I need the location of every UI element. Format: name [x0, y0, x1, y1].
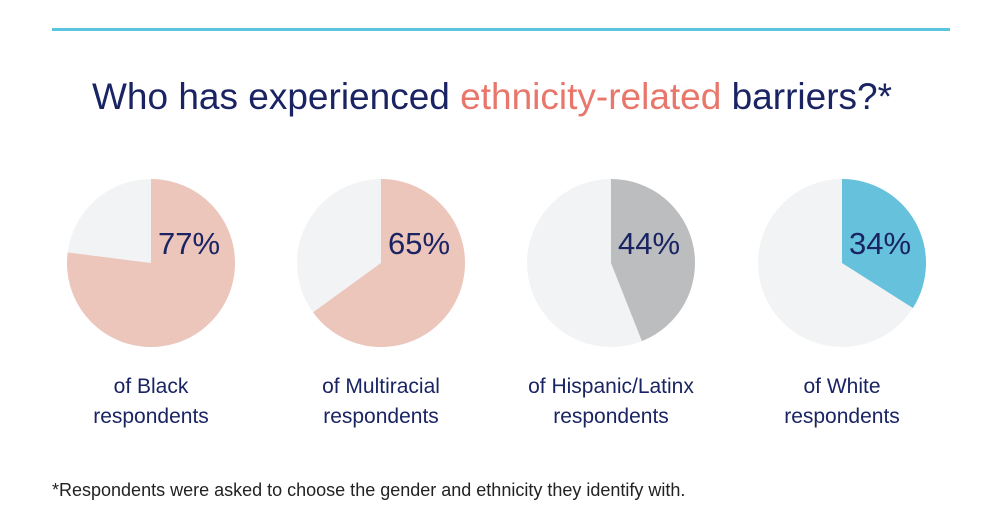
- pie-chart: 34%: [757, 178, 927, 348]
- pie-slice: [611, 179, 695, 342]
- pie-caption: of Multiracial respondents: [266, 372, 496, 432]
- pie-slice: [842, 179, 926, 309]
- title-highlight: ethnicity-related: [460, 76, 722, 117]
- pie-chart: 65%: [296, 178, 466, 348]
- pie-caption: of White respondents: [727, 372, 957, 432]
- top-rule: [52, 28, 950, 31]
- caption-line: of White: [803, 375, 881, 398]
- caption-line: respondents: [784, 405, 900, 428]
- pie-chart: 77%: [66, 178, 236, 348]
- caption-line: respondents: [553, 405, 669, 428]
- pie-data-label: 77%: [158, 226, 221, 261]
- page-title: Who has experienced ethnicity-related ba…: [0, 76, 984, 118]
- pie-slice: [67, 179, 235, 347]
- title-text: Who has experienced: [91, 76, 461, 117]
- pie-slice: [313, 179, 465, 347]
- caption-line: of Black: [113, 375, 189, 398]
- pie-caption: of Hispanic/Latinx respondents: [496, 372, 726, 432]
- pie-data-label: 44%: [618, 226, 681, 261]
- caption-line: respondents: [93, 405, 209, 428]
- footnote: *Respondents were asked to choose the ge…: [52, 480, 686, 500]
- caption-line: of Hispanic/Latinx: [528, 375, 694, 398]
- caption-line: of Multiracial: [322, 375, 440, 398]
- pie-data-label: 34%: [849, 226, 912, 261]
- pie-chart: 44%: [526, 178, 696, 348]
- pie-caption: of Black respondents: [36, 372, 266, 432]
- title-text-end: barriers?*: [721, 76, 893, 117]
- caption-line: respondents: [323, 405, 439, 428]
- pie-data-label: 65%: [388, 226, 451, 261]
